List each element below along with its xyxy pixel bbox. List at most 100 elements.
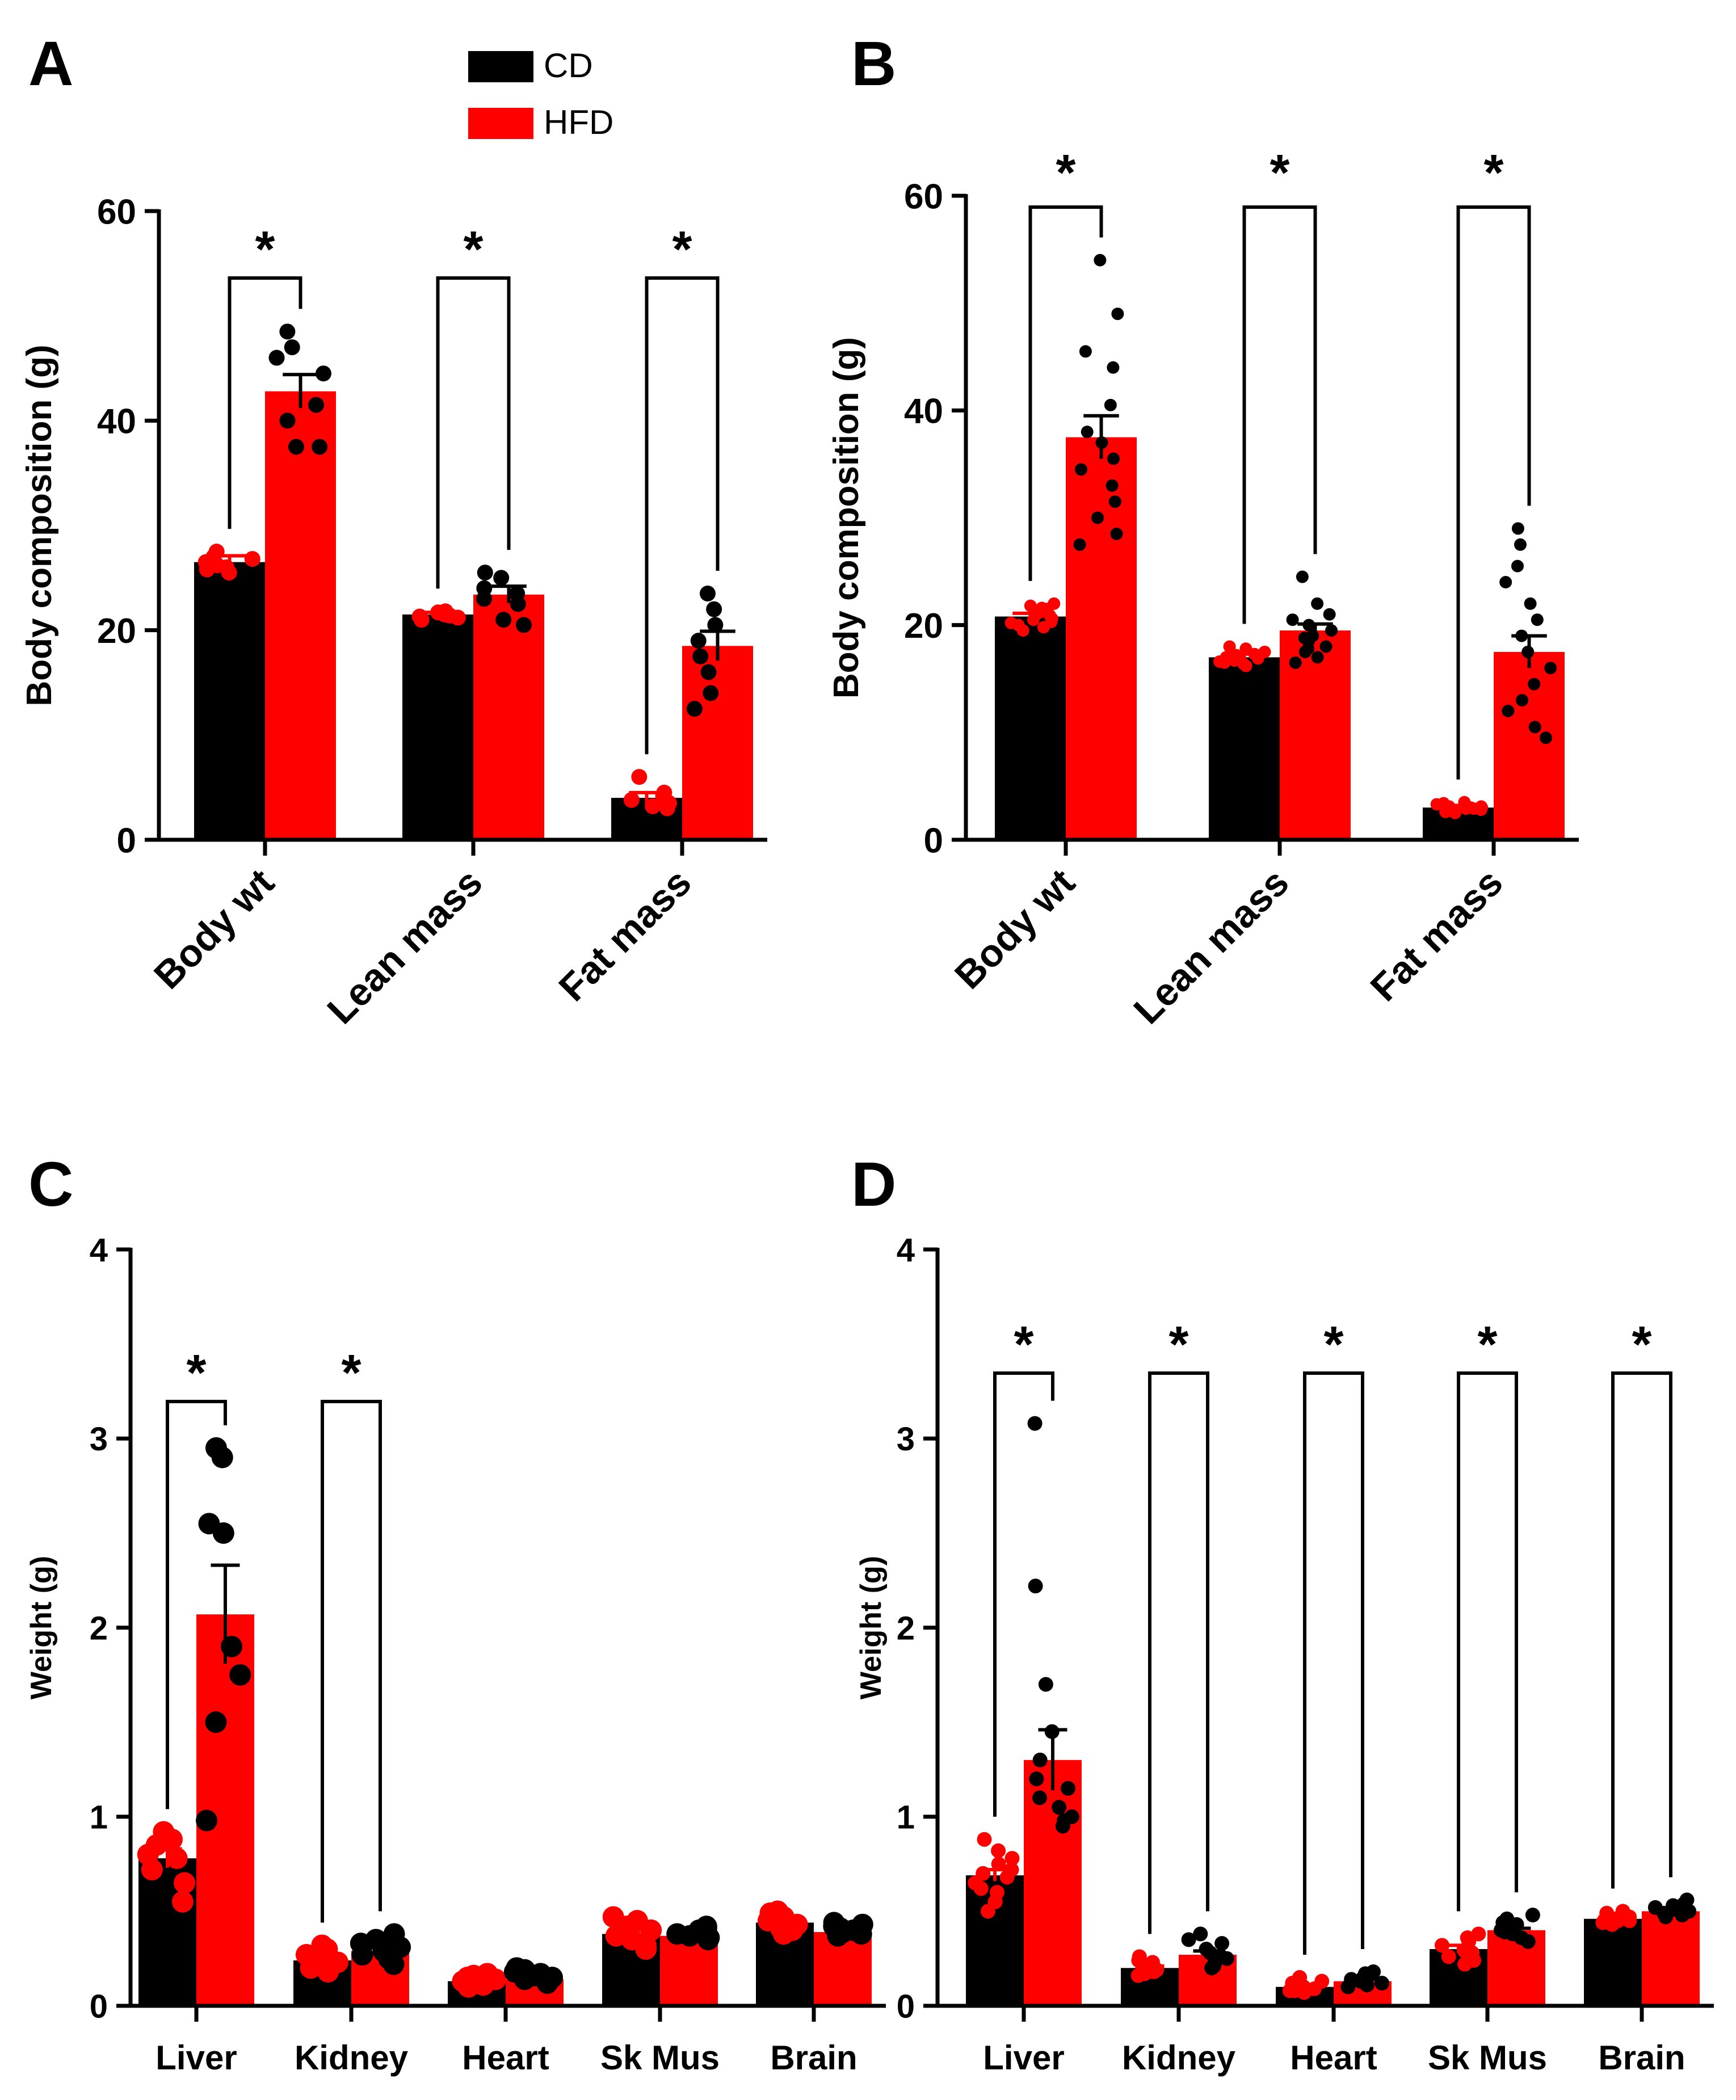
panel-a-point-hfd-fat-mass [699,586,716,602]
panel-b-point-cd-body-wt [1024,599,1037,612]
panel-b-y-tick-label-60: 60 [904,177,943,216]
panel-c-point-hfd-kidney [351,1944,373,1966]
panel-b-point-hfd-fat-mass [1528,677,1541,691]
panel-b-bar-cd-lean-mass [1209,657,1280,840]
panel-b-point-cd-body-wt [1004,616,1018,629]
panel-b-point-hfd-fat-mass [1514,538,1527,551]
panel-b-point-hfd-body-wt [1106,479,1119,492]
panel-c-point-cd-liver [141,1859,163,1881]
panel-d-point-hfd-liver [1038,1677,1053,1692]
panel-a-point-cd-body-wt [221,565,237,581]
panel-b-point-hfd-fat-mass [1511,559,1524,573]
panel-c-point-hfd-brain [827,1925,849,1947]
panel-d-x-tick-label-sk-mus: Sk Mus [1428,2039,1547,2077]
panel-a-y-axis-label: Body composition (g) [20,344,59,706]
legend-label-hfd: HFD [544,103,613,141]
legend: CD HFD [468,47,613,141]
panel-b-significance-star-body-wt: * [1056,145,1075,201]
panel-c-y-tick-label-1: 1 [90,1799,108,1836]
panel-a-point-hfd-lean-mass [510,596,526,612]
panel-a-bar-hfd-lean-mass [473,594,544,840]
panel-c-y-tick-label-4: 4 [90,1232,108,1269]
panel-a-point-cd-fat-mass [659,800,675,817]
panel-d-x-tick-label-liver: Liver [983,2039,1064,2077]
panel-d-point-cd-liver [977,1832,992,1847]
panel-d-point-cd-sk-mus [1457,1956,1473,1972]
panel-b-point-cd-lean-mass [1223,640,1236,653]
panel-b-point-hfd-body-wt [1091,511,1104,524]
legend-swatch-cd [468,51,533,82]
panel-b-bar-hfd-fat-mass [1494,651,1565,840]
panel-d-point-hfd-kidney [1181,1932,1196,1947]
panel-a-point-cd-body-wt [244,551,260,567]
panel-c-point-hfd-liver [205,1711,227,1733]
panel-d-point-hfd-brain [1658,1909,1674,1925]
panel-b-point-cd-body-wt [1016,624,1029,637]
panel-a-point-hfd-fat-mass [690,633,707,649]
panel-c-x-tick-label-heart: Heart [462,2039,549,2077]
panel-b-y-tick-label-40: 40 [904,392,943,431]
panel-a-y-tick-label-40: 40 [97,402,136,441]
panel-b-point-hfd-body-wt [1094,254,1107,267]
panel-b-point-hfd-lean-mass [1319,640,1333,653]
panel-a-y-tick-label-20: 20 [97,612,136,651]
panel-d-point-cd-liver [991,1857,1006,1872]
panel-d-significance-star-kidney: * [1168,1316,1188,1373]
panel-d-significance-bracket-heart [1303,1371,1364,1955]
panel-a-point-cd-body-wt [209,557,225,574]
panel-d-significance-star-sk-mus: * [1477,1316,1497,1373]
panel-b-point-hfd-body-wt [1081,426,1094,439]
panel-d-x-tick-label-brain: Brain [1598,2039,1685,2077]
panel-d-y-tick-label-4: 4 [897,1232,915,1269]
panel-a-point-hfd-fat-mass [686,701,703,717]
panel-a-point-hfd-body-wt [279,413,296,429]
panel-d-point-cd-liver [980,1904,995,1919]
panel-b-point-hfd-lean-mass [1298,645,1312,658]
panel-b-point-hfd-lean-mass [1311,597,1324,610]
legend-swatch-hfd [468,108,533,139]
panel-a-significance-star-lean-mass: * [463,221,483,278]
panel-a-point-hfd-fat-mass [706,601,722,617]
panel-a-bar-hfd-body-wt [265,391,336,840]
panel-d-significance-bracket-kidney [1148,1371,1209,1934]
panel-c-point-hfd-liver [229,1664,251,1686]
panel-d-point-cd-liver [999,1870,1015,1885]
panel-d-y-tick-label-3: 3 [897,1421,915,1458]
panel-c-point-hfd-heart [536,1972,558,1994]
panel-a-bar-cd-body-wt [194,562,265,840]
panel-a-point-hfd-lean-mass [493,570,510,586]
panel-d-point-hfd-liver [1052,1800,1067,1815]
panel-d-point-hfd-sk-mus [1520,1934,1536,1949]
panel-a-point-hfd-lean-mass [476,591,492,607]
panel-a-point-hfd-fat-mass [692,648,709,664]
panel-a-significance-bracket-lean-mass [436,276,511,589]
panel-b-significance-bracket-fat-mass [1456,205,1531,780]
panel-b-point-cd-body-wt [1045,615,1058,628]
panel-b-point-hfd-fat-mass [1540,731,1553,744]
panel-c-point-cd-liver [174,1872,196,1894]
panel-d-bar-hfd-brain [1642,1911,1700,2006]
panel-d-point-hfd-sk-mus [1525,1908,1540,1923]
panel-label-b: B [851,29,896,99]
panel-d-significance-star-heart: * [1323,1316,1343,1373]
panel-a-y-tick-label-60: 60 [97,192,136,232]
panel-label-c: C [28,1150,73,1219]
panel-d-significance-bracket-sk-mus [1457,1371,1518,1912]
panel-d-significance-star-brain: * [1632,1316,1651,1373]
panel-label-a: A [28,29,73,99]
panel-d-point-hfd-liver [1029,1771,1044,1787]
panel-d-point-hfd-liver [1055,1819,1070,1834]
panel-label-d: D [851,1150,896,1219]
panel-d-point-hfd-liver [1032,1752,1048,1767]
panel-a-significance-star-fat-mass: * [672,221,692,278]
panel-b-point-hfd-lean-mass [1323,608,1336,621]
panel-d-point-hfd-liver [1061,1781,1076,1796]
panel-a-point-hfd-fat-mass [707,617,724,633]
panel-d-point-cd-liver [1004,1851,1020,1866]
panel-c-x-tick-label-liver: Liver [155,2039,237,2077]
panel-d-point-cd-heart [1282,1983,1297,1998]
panel-b-significance-bracket-lean-mass [1242,205,1317,624]
panel-c-significance-star-kidney: * [341,1345,361,1402]
panel-a-point-cd-fat-mass [623,792,640,808]
panel-b-y-tick-label-0: 0 [924,821,943,860]
